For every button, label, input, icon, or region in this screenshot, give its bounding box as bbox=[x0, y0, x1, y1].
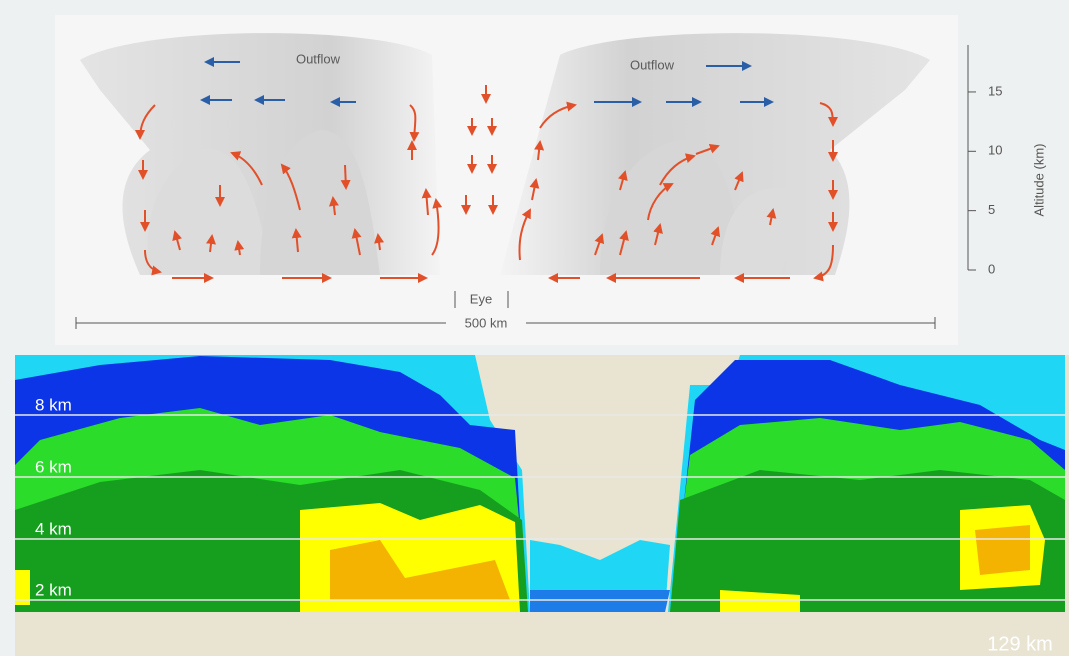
outflow-label: Outflow bbox=[630, 57, 675, 72]
height-label: 6 km bbox=[35, 457, 72, 476]
tick-label: 5 bbox=[988, 202, 995, 217]
height-label: 4 km bbox=[35, 519, 72, 538]
tick-label: 15 bbox=[988, 83, 1002, 98]
radar-panel bbox=[15, 355, 1069, 656]
tick-label: 10 bbox=[988, 143, 1002, 158]
outflow-label: Outflow bbox=[296, 51, 341, 66]
tick-label: 0 bbox=[988, 261, 995, 276]
range-label: 129 km bbox=[987, 633, 1053, 655]
altitude-ticks: 0 5 10 15 bbox=[968, 83, 1002, 276]
page: Outflow Outflow Eye 500 km 0 5 10 15 Altitu… bbox=[0, 0, 1069, 656]
height-label: 2 km bbox=[35, 580, 72, 599]
distance-label: 500 km bbox=[465, 315, 508, 330]
eye-label: Eye bbox=[470, 291, 492, 306]
height-label: 8 km bbox=[35, 395, 72, 414]
altitude-label: Altitude (km) bbox=[1031, 144, 1046, 217]
